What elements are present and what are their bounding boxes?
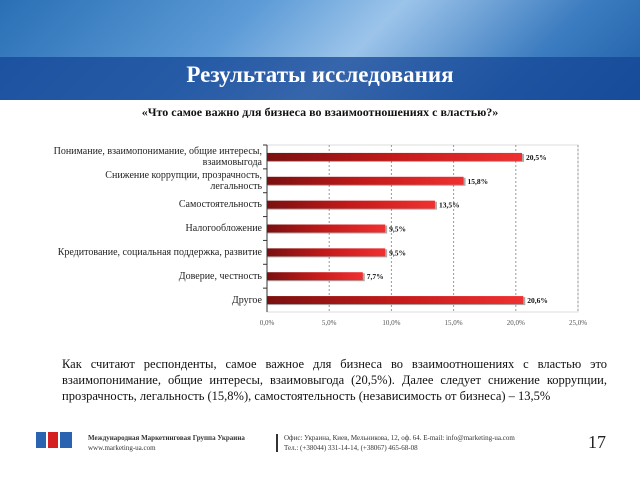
value-label: 20,6% bbox=[527, 296, 548, 305]
company: Международная Маркетинговая Группа Украи… bbox=[88, 434, 245, 442]
x-tick-label: 0,0% bbox=[260, 319, 275, 327]
x-tick-label: 15,0% bbox=[445, 319, 463, 327]
bar bbox=[267, 152, 523, 161]
x-tick-label: 10,0% bbox=[382, 319, 400, 327]
x-tick-label: 5,0% bbox=[322, 319, 337, 327]
bar bbox=[267, 200, 435, 209]
chart: 0,0% 5,0% 10,0% 15,0% 20,0% 25,0% 20,5% 15,8% 13… bbox=[260, 144, 587, 327]
category-label: Самостоятельность bbox=[178, 199, 262, 211]
value-label: 9,5% bbox=[389, 248, 406, 257]
category-label: Другое bbox=[231, 294, 262, 306]
category-label: Кредитование, социальная поддержка, разв… bbox=[57, 246, 262, 258]
logo bbox=[36, 432, 72, 448]
bar bbox=[267, 224, 386, 233]
bar bbox=[267, 176, 464, 185]
value-label: 9,5% bbox=[389, 225, 406, 234]
bar bbox=[267, 272, 363, 281]
value-label: 20,5% bbox=[526, 153, 547, 162]
value-label: 7,7% bbox=[367, 272, 384, 281]
slide-title: Результаты исследования bbox=[186, 62, 454, 87]
title-band bbox=[0, 57, 640, 100]
website: www.marketing-ua.com bbox=[88, 444, 156, 452]
category-label: Доверие, честность bbox=[178, 270, 262, 282]
category-label: Понимание, взаимопонимание, общие интере… bbox=[53, 145, 262, 168]
divider bbox=[276, 434, 278, 452]
x-tick-label: 20,0% bbox=[507, 319, 525, 327]
x-tick-label: 25,0% bbox=[569, 319, 587, 327]
bar bbox=[267, 248, 386, 257]
address: Офис: Украина, Киев, Мельникова, 12, оф.… bbox=[284, 434, 515, 442]
bar bbox=[267, 296, 524, 305]
subtitle: «Что самое важно для бизнеса во взаимоот… bbox=[141, 105, 499, 119]
category-label: Налогообложение bbox=[185, 223, 262, 234]
value-label: 15,8% bbox=[468, 177, 489, 186]
category-label: Снижение коррупции, прозрачность, легаль… bbox=[105, 169, 262, 192]
description: Как считают респонденты, самое важное дл… bbox=[62, 357, 607, 403]
value-label: 13,5% bbox=[439, 201, 460, 210]
phone: Тел.: (+38044) 331-14-14, (+38067) 465-6… bbox=[284, 444, 418, 452]
page-number: 17 bbox=[588, 432, 606, 452]
